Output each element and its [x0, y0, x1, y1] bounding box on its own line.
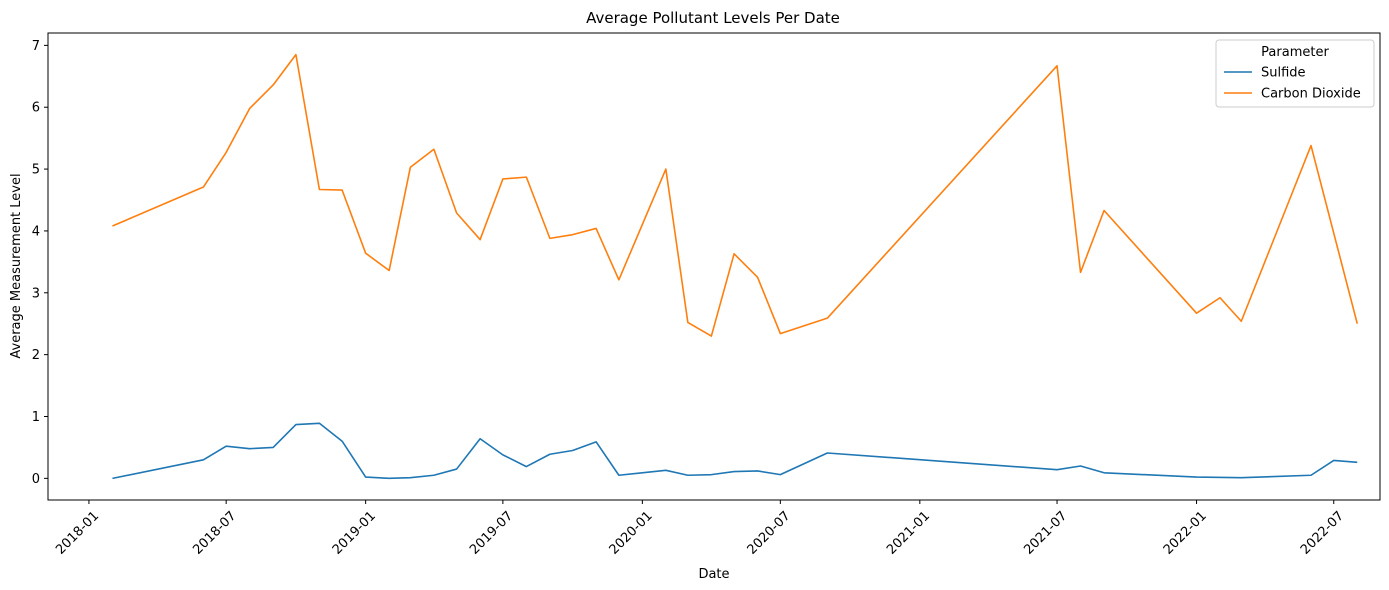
legend-frame — [1215, 39, 1375, 108]
x-tick-label: 2020-01 — [607, 509, 656, 558]
x-tick-label: 2022-07 — [1298, 509, 1347, 558]
x-tick-label: 2020-07 — [745, 509, 794, 558]
series-line-sulfide — [112, 422, 1358, 480]
y-tick-label: 4 — [32, 224, 40, 239]
legend-items: Sulfide Carbon Dioxide — [1224, 66, 1361, 102]
x-tick-label: 2021-07 — [1021, 509, 1070, 558]
x-tick-label: 2019-07 — [467, 509, 516, 558]
x-tick-label: 2021-01 — [884, 509, 933, 558]
y-tick-label: 0 — [32, 472, 40, 487]
legend: Parameter Sulfide Carbon Dioxide — [1215, 39, 1375, 108]
x-tick-label: 2022-01 — [1161, 509, 1210, 558]
y-axis-label: Average Measurement Level — [9, 173, 24, 358]
series-line-carbon-dioxide — [112, 53, 1359, 337]
y-tick-label: 2 — [32, 348, 40, 363]
legend-label: Sulfide — [1261, 66, 1306, 81]
y-tick-label: 3 — [32, 286, 40, 301]
legend-label: Carbon Dioxide — [1261, 87, 1361, 102]
x-tick-label: 2019-01 — [330, 509, 379, 558]
plot-frame — [47, 32, 1381, 501]
y-tick-label: 1 — [32, 410, 40, 425]
y-tick-label: 5 — [32, 163, 40, 178]
x-tick-label: 2018-07 — [190, 509, 239, 558]
x-axis: 2018-01 2018-07 2019-01 2019-07 2020-01 2020-… — [53, 500, 1347, 558]
y-tick-label: 7 — [32, 39, 40, 54]
series-layer — [112, 53, 1359, 480]
x-tick-label: 2018-01 — [53, 509, 102, 558]
chart-title: Average Pollutant Levels Per Date — [586, 9, 840, 27]
y-tick-label: 6 — [32, 101, 40, 116]
legend-title: Parameter — [1261, 45, 1329, 60]
y-axis: 0 1 2 3 4 5 6 7 — [32, 39, 48, 487]
x-axis-label: Date — [698, 567, 729, 582]
